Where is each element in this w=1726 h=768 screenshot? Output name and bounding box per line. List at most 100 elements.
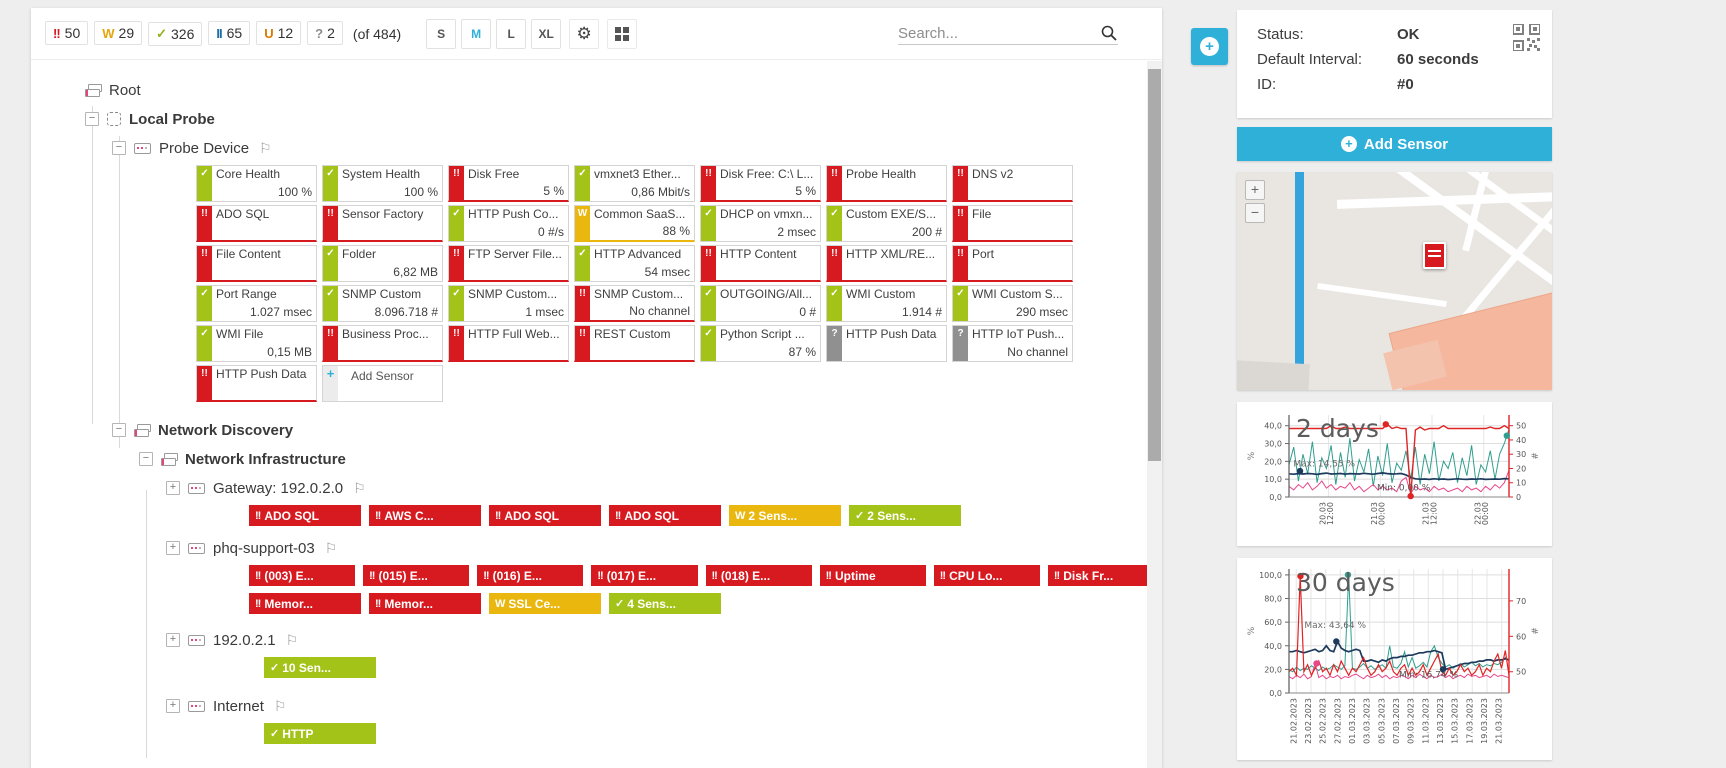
geo-map[interactable]: + − bbox=[1237, 172, 1552, 390]
expand-toggle[interactable]: + bbox=[166, 481, 180, 495]
sensor-pill[interactable]: !! (017) E... bbox=[591, 565, 698, 586]
sensor-pill[interactable]: !! ADO SQL bbox=[609, 505, 721, 526]
add-sensor-tile[interactable]: + Add Sensor bbox=[322, 365, 443, 402]
sensor-tile[interactable]: !! HTTP Push Data bbox=[196, 365, 317, 402]
scrollbar-thumb[interactable] bbox=[1148, 69, 1161, 461]
status-count-unknown[interactable]: ? 2 bbox=[307, 21, 343, 46]
tree-node-root[interactable]: Root bbox=[31, 78, 1162, 102]
tree-node-label[interactable]: 192.0.2.1 bbox=[213, 631, 276, 649]
tree-node-probe-device[interactable]: − Probe Device ⚐ bbox=[31, 136, 1162, 160]
collapse-toggle[interactable]: − bbox=[139, 452, 153, 466]
view-grid-button[interactable] bbox=[607, 18, 638, 49]
sensor-tile[interactable]: ✓ Python Script ... 87 % bbox=[700, 325, 821, 362]
tree-node-label[interactable]: Network Discovery bbox=[158, 421, 294, 439]
sensor-pill[interactable]: ✓ HTTP bbox=[264, 723, 376, 744]
tree-node-label[interactable]: Probe Device bbox=[159, 139, 250, 157]
sensor-tile[interactable]: ✓ System Health 100 % bbox=[322, 165, 443, 202]
sensor-tile[interactable]: !! DNS v2 bbox=[952, 165, 1073, 202]
expand-toggle[interactable]: + bbox=[166, 699, 180, 713]
tree-node-label[interactable]: Gateway: 192.0.2.0 bbox=[213, 479, 344, 497]
qr-code-icon[interactable] bbox=[1513, 24, 1540, 51]
status-count-unusual[interactable]: U 12 bbox=[256, 21, 302, 46]
sensor-tile[interactable]: !! Port bbox=[952, 245, 1073, 282]
status-count-down[interactable]: !! 50 bbox=[45, 21, 89, 46]
collapse-toggle[interactable]: − bbox=[112, 141, 126, 155]
tree-node-phq-support-03[interactable]: + phq-support-03 ⚐ bbox=[31, 536, 1162, 560]
sensor-tile[interactable]: ✓ OUTGOING/All... 0 # bbox=[700, 285, 821, 322]
sensor-tile[interactable]: ✓ WMI Custom 1.914 # bbox=[826, 285, 947, 322]
sensor-tile[interactable]: !! File bbox=[952, 205, 1073, 242]
sensor-pill[interactable]: !! CPU Lo... bbox=[933, 565, 1040, 586]
sensor-pill[interactable]: !! ADO SQL bbox=[249, 505, 361, 526]
map-zoom-out-button[interactable]: − bbox=[1245, 203, 1265, 223]
tree-node-local-probe[interactable]: − Local Probe bbox=[31, 107, 1162, 131]
sensor-pill[interactable]: !! AWS C... bbox=[369, 505, 481, 526]
sensor-pill[interactable]: ✓ 4 Sens... bbox=[609, 593, 721, 614]
status-count-paused[interactable]: II 65 bbox=[208, 21, 251, 46]
vertical-scrollbar[interactable] bbox=[1147, 61, 1162, 768]
sensor-tile[interactable]: ✓ HTTP Advanced 54 msec bbox=[574, 245, 695, 282]
sensor-pill[interactable]: ✓ 2 Sens... bbox=[849, 505, 961, 526]
size-button-xl[interactable]: XL bbox=[531, 18, 562, 49]
expand-toggle[interactable]: + bbox=[166, 633, 180, 647]
sensor-tile[interactable]: ✓ Core Health 100 % bbox=[196, 165, 317, 202]
sensor-tile[interactable]: !! HTTP XML/RE... bbox=[826, 245, 947, 282]
map-zoom-in-button[interactable]: + bbox=[1245, 180, 1265, 200]
sensor-tile[interactable]: !! Business Proc... bbox=[322, 325, 443, 362]
sensor-tile[interactable]: ✓ SNMP Custom 8.096.718 # bbox=[322, 285, 443, 322]
sensor-tile[interactable]: ? HTTP IoT Push... No channel bbox=[952, 325, 1073, 362]
sensor-tile[interactable]: ? HTTP Push Data bbox=[826, 325, 947, 362]
sensor-pill[interactable]: !! Memor... bbox=[369, 593, 481, 614]
tree-node-gateway-192-0-2-0[interactable]: + Gateway: 192.0.2.0 ⚐ bbox=[31, 476, 1162, 500]
sensor-tile[interactable]: !! Disk Free 5 % bbox=[448, 165, 569, 202]
sensor-tile[interactable]: ✓ DHCP on vmxn... 2 msec bbox=[700, 205, 821, 242]
tree-node-label[interactable]: Root bbox=[109, 81, 141, 99]
add-object-button[interactable]: + bbox=[1191, 28, 1228, 65]
sensor-tile[interactable]: ✓ Folder 6,82 MB bbox=[322, 245, 443, 282]
search-icon[interactable] bbox=[1100, 24, 1118, 42]
sensor-tile[interactable]: ✓ HTTP Push Co... 0 #/s bbox=[448, 205, 569, 242]
sensor-tile[interactable]: !! FTP Server File... bbox=[448, 245, 569, 282]
tree-node-label[interactable]: Network Infrastructure bbox=[185, 450, 346, 468]
sensor-pill[interactable]: !! (018) E... bbox=[705, 565, 812, 586]
sensor-tile[interactable]: ✓ SNMP Custom... 1 msec bbox=[448, 285, 569, 322]
sensor-pill[interactable]: !! Disk Fr... bbox=[1047, 565, 1154, 586]
graph-2-days[interactable]: 0,0 10,0 20,0 30,0 40,0 0 10 20 30 40 50 20.03 12:00… bbox=[1237, 402, 1552, 546]
tree-node-network-discovery[interactable]: − Network Discovery bbox=[31, 418, 1162, 442]
sensor-tile[interactable]: !! Sensor Factory bbox=[322, 205, 443, 242]
status-count-warning[interactable]: W 29 bbox=[94, 21, 143, 46]
sensor-tile[interactable]: ✓ vmxnet3 Ether... 0,86 Mbit/s bbox=[574, 165, 695, 202]
sensor-tile[interactable]: !! HTTP Content bbox=[700, 245, 821, 282]
map-device-marker[interactable] bbox=[1423, 242, 1446, 269]
sensor-tile[interactable]: ✓ WMI Custom S... 290 msec bbox=[952, 285, 1073, 322]
size-button-m[interactable]: M bbox=[461, 18, 492, 49]
sensor-tile[interactable]: !! File Content bbox=[196, 245, 317, 282]
sensor-pill[interactable]: !! Uptime bbox=[819, 565, 926, 586]
graph-30-days[interactable]: 0,0 20,0 40,0 60,0 80,0 100,0 50 60 70 21.02.2023… bbox=[1237, 558, 1552, 760]
sensor-pill[interactable]: !! (015) E... bbox=[363, 565, 470, 586]
search-input[interactable] bbox=[898, 24, 1100, 42]
collapse-toggle[interactable]: − bbox=[85, 112, 99, 126]
tree-node-label[interactable]: Local Probe bbox=[129, 110, 215, 128]
sensor-tile[interactable]: !! REST Custom bbox=[574, 325, 695, 362]
size-button-l[interactable]: L bbox=[496, 18, 527, 49]
sensor-tile[interactable]: ✓ WMI File 0,15 MB bbox=[196, 325, 317, 362]
sensor-pill[interactable]: !! Memor... bbox=[249, 593, 361, 614]
tree-node-192-0-2-1[interactable]: +192.0.2.1 ⚐ bbox=[31, 628, 1162, 652]
sensor-tile[interactable]: !! Disk Free: C:\ L... 5 % bbox=[700, 165, 821, 202]
sensor-pill[interactable]: !! (016) E... bbox=[477, 565, 584, 586]
settings-button[interactable]: ⚙ bbox=[569, 18, 600, 49]
sensor-pill[interactable]: !! ADO SQL bbox=[489, 505, 601, 526]
sensor-tile[interactable]: W Common SaaS... 88 % bbox=[574, 205, 695, 242]
sensor-tile[interactable]: !! Probe Health bbox=[826, 165, 947, 202]
add-sensor-button[interactable]: + Add Sensor bbox=[1237, 127, 1552, 161]
expand-toggle[interactable]: + bbox=[166, 541, 180, 555]
sensor-tile[interactable]: !! SNMP Custom... No channel bbox=[574, 285, 695, 322]
tree-node-network-infrastructure[interactable]: − Network Infrastructure bbox=[31, 447, 1162, 471]
collapse-toggle[interactable]: − bbox=[112, 423, 126, 437]
sensor-pill[interactable]: !! (003) E... bbox=[249, 565, 356, 586]
sensor-pill[interactable]: ✓ 10 Sen... bbox=[264, 657, 376, 678]
sensor-tile[interactable]: ✓ Custom EXE/S... 200 # bbox=[826, 205, 947, 242]
tree-node-internet[interactable]: + Internet ⚐ bbox=[31, 694, 1162, 718]
